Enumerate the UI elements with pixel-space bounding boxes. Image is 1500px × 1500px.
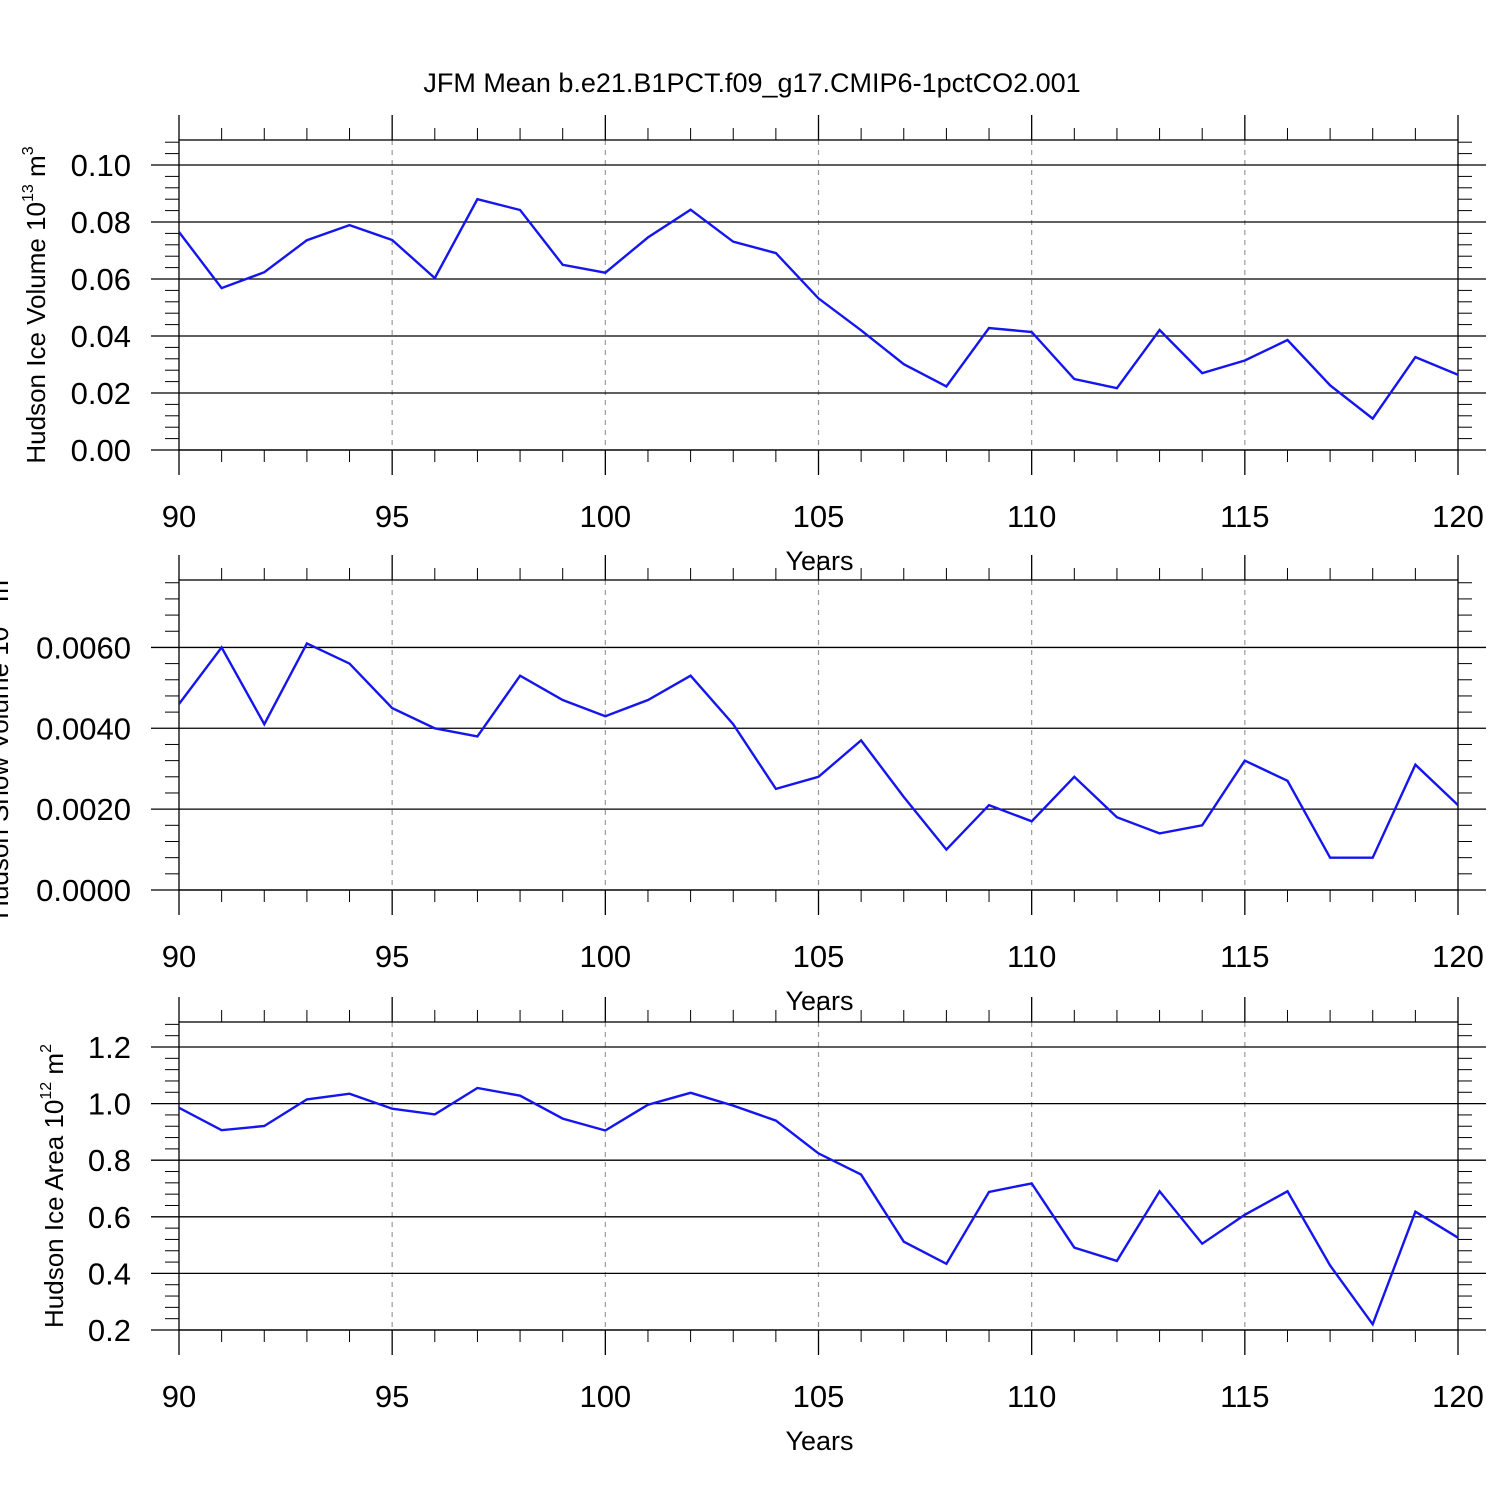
- y-axis-label: Hudson Ice Volume 1013 m3: [20, 146, 51, 463]
- panel-ice-area: 90 95 100 105 110 115 120 0.2 0.4 0.6 0.8 1.0 1.2 Yea…: [38, 997, 1486, 1456]
- x-tick-label: 120: [1432, 499, 1484, 534]
- y-tick-label: 0.00: [71, 433, 131, 468]
- y-tick-label: 0.06: [71, 262, 131, 297]
- x-axis-label: Years: [785, 1426, 853, 1456]
- y-tick-label: 0.10: [71, 148, 131, 183]
- x-tick-label: 110: [1007, 1379, 1056, 1414]
- y-axis-label-unit-exponent: 3: [20, 146, 37, 155]
- y-axis-label-unit: m: [21, 155, 51, 184]
- panel-snow-volume: 90 95 100 105 110 115 120 0.0000 0.0020 0.0040 0.0…: [0, 555, 1486, 1016]
- y-axis-label-exponent: 12: [38, 1082, 55, 1100]
- x-tick-label: 115: [1220, 499, 1269, 534]
- y-axis-label-text: Hudson Snow Volume 10: [0, 627, 14, 919]
- x-axis-label: Years: [785, 986, 853, 1016]
- panel-ice-volume: 90 95 100 105 110 115 120 0.00 0.02 0.04 0.06 0.08 0…: [20, 115, 1486, 576]
- y-axis-label-unit-exponent: 2: [38, 1044, 55, 1053]
- y-tick-label: 0.0000: [36, 873, 131, 908]
- x-tick-label: 95: [375, 939, 409, 974]
- x-tick-label: 105: [793, 499, 845, 534]
- figure-title: JFM Mean b.e21.B1PCT.f09_g17.CMIP6-1pctC…: [423, 68, 1080, 98]
- y-tick-label: 0.04: [71, 319, 131, 354]
- x-tick-label: 110: [1007, 499, 1056, 534]
- x-tick-label: 90: [162, 939, 196, 974]
- x-tick-label: 120: [1432, 1379, 1484, 1414]
- y-axis-label-unit: m: [0, 580, 14, 609]
- x-tick-label: 105: [793, 939, 845, 974]
- y-tick-label: 0.2: [88, 1313, 131, 1348]
- y-tick-label: 0.4: [88, 1256, 131, 1291]
- x-tick-label: 100: [579, 1379, 631, 1414]
- x-tick-label: 90: [162, 1379, 196, 1414]
- y-tick-label: 0.0040: [36, 711, 131, 746]
- y-axis-label-unit: m: [39, 1053, 69, 1082]
- x-tick-label: 120: [1432, 939, 1484, 974]
- y-axis-label-text: Hudson Ice Area 10: [39, 1100, 69, 1328]
- x-tick-label: 90: [162, 499, 196, 534]
- x-tick-label: 100: [579, 499, 631, 534]
- y-tick-label: 0.0020: [36, 792, 131, 827]
- y-tick-label: 1.0: [88, 1087, 131, 1122]
- y-axis-label: Hudson Ice Area 1012 m2: [38, 1044, 69, 1328]
- x-tick-label: 115: [1220, 939, 1269, 974]
- x-tick-label: 115: [1220, 1379, 1269, 1414]
- y-tick-label: 0.02: [71, 376, 131, 411]
- series-line: [179, 1086, 1458, 1327]
- x-axis-label: Years: [785, 546, 853, 576]
- y-tick-label: 1.2: [88, 1030, 131, 1065]
- x-tick-label: 95: [375, 1379, 409, 1414]
- x-tick-label: 100: [579, 939, 631, 974]
- series-line: [179, 641, 1458, 859]
- y-tick-label: 0.6: [88, 1200, 131, 1235]
- x-tick-label: 105: [793, 1379, 845, 1414]
- y-tick-label: 0.08: [71, 205, 131, 240]
- y-axis-label-exponent: 13: [20, 184, 37, 202]
- series-line: [179, 197, 1458, 421]
- y-axis-label-text: Hudson Ice Volume 10: [21, 202, 51, 464]
- x-tick-label: 95: [375, 499, 409, 534]
- x-tick-label: 110: [1007, 939, 1056, 974]
- y-tick-label: 0.8: [88, 1143, 131, 1178]
- y-tick-label: 0.0060: [36, 630, 131, 665]
- y-axis-label: Hudson Snow Volume 1013 m3: [0, 571, 14, 919]
